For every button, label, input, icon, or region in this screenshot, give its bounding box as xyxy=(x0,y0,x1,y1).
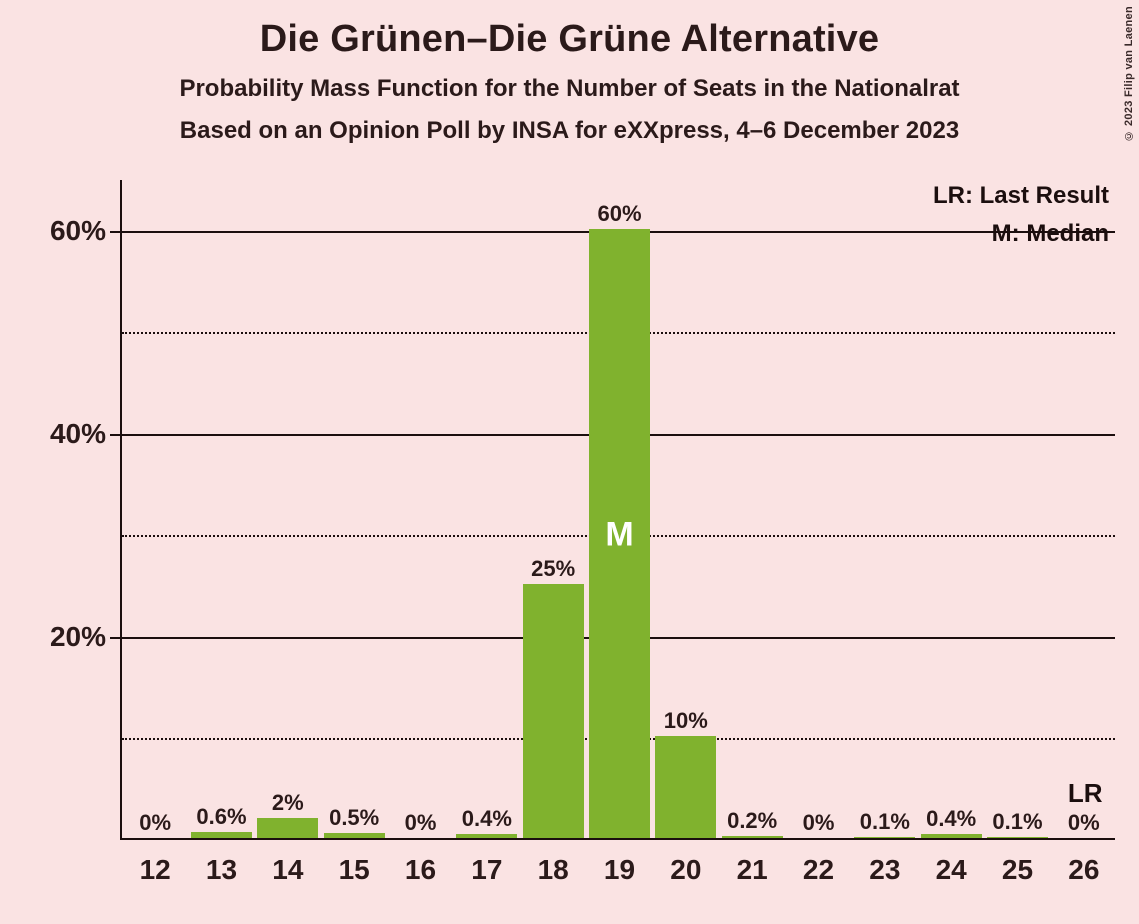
bar-value-label: 0.4% xyxy=(926,806,976,836)
bar xyxy=(523,584,584,838)
x-tick-label: 13 xyxy=(206,854,237,886)
y-tick-mark xyxy=(110,231,120,233)
bar-value-label: 60% xyxy=(597,201,641,231)
x-tick-label: 16 xyxy=(405,854,436,886)
x-tick-label: 23 xyxy=(869,854,900,886)
x-tick-label: 25 xyxy=(1002,854,1033,886)
x-tick-label: 22 xyxy=(803,854,834,886)
y-tick-label: 60% xyxy=(50,215,106,247)
pmf-bar-chart: 20%40%60%LR: Last ResultM: Median0%120.6… xyxy=(120,180,1115,840)
copyright: © 2023 Filip van Laenen xyxy=(1123,6,1135,142)
legend-last-result: LR: Last Result xyxy=(933,182,1109,210)
bar-value-label: 2% xyxy=(272,790,304,820)
y-tick-mark xyxy=(110,434,120,436)
x-tick-label: 26 xyxy=(1068,854,1099,886)
x-tick-label: 14 xyxy=(272,854,303,886)
y-tick-label: 40% xyxy=(50,418,106,450)
bar-value-label: 0% xyxy=(405,810,437,840)
median-marker: M xyxy=(605,516,633,555)
bar-value-label: 0.5% xyxy=(329,805,379,835)
x-tick-label: 17 xyxy=(471,854,502,886)
x-axis xyxy=(120,838,1115,840)
bar-value-label: 0.4% xyxy=(462,806,512,836)
y-tick-mark xyxy=(110,637,120,639)
x-tick-label: 18 xyxy=(538,854,569,886)
bar-value-label: 0.1% xyxy=(992,809,1042,839)
x-tick-label: 21 xyxy=(737,854,768,886)
bar-value-label: 0% xyxy=(803,810,835,840)
bar xyxy=(655,736,716,838)
x-tick-label: 20 xyxy=(670,854,701,886)
y-tick-label: 20% xyxy=(50,621,106,653)
plot-area: 20%40%60%LR: Last ResultM: Median0%120.6… xyxy=(120,180,1115,840)
bar-value-label: 25% xyxy=(531,556,575,586)
last-result-marker: LR xyxy=(1068,778,1103,809)
chart-subtitle-2: Based on an Opinion Poll by INSA for eXX… xyxy=(0,117,1139,145)
chart-subtitle-1: Probability Mass Function for the Number… xyxy=(0,75,1139,103)
legend-median: M: Median xyxy=(992,220,1109,248)
chart-title: Die Grünen–Die Grüne Alternative xyxy=(0,0,1139,61)
bar-value-label: 0.1% xyxy=(860,809,910,839)
bar-value-label: 0.6% xyxy=(196,804,246,834)
x-tick-label: 19 xyxy=(604,854,635,886)
x-tick-label: 15 xyxy=(339,854,370,886)
y-axis xyxy=(120,180,122,840)
bar-value-label: 0% xyxy=(1068,810,1100,840)
x-tick-label: 24 xyxy=(936,854,967,886)
bar-value-label: 0.2% xyxy=(727,808,777,838)
bar-value-label: 0% xyxy=(139,810,171,840)
bar-value-label: 10% xyxy=(664,708,708,738)
bar xyxy=(257,818,318,838)
x-tick-label: 12 xyxy=(140,854,171,886)
